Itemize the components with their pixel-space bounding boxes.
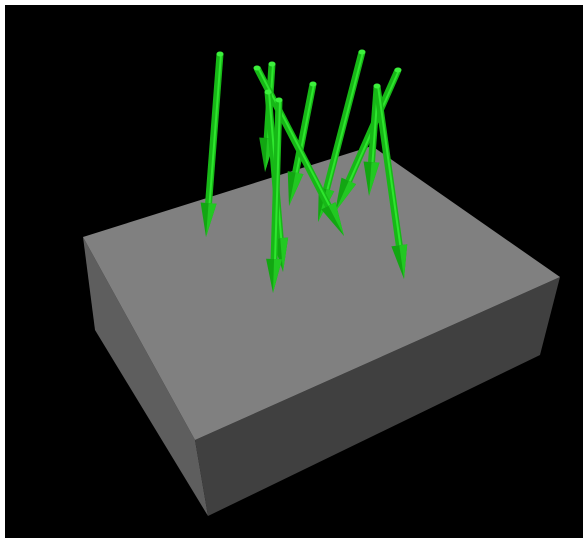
arrow-cap	[374, 84, 381, 89]
arrow-cap	[395, 68, 402, 73]
arrow-cap	[265, 90, 272, 95]
viewport	[0, 0, 588, 543]
arrow-cap	[254, 66, 261, 71]
page: (() => { const NS = 'http://www.w3.org/2…	[0, 0, 588, 543]
arrow-cap	[269, 62, 276, 67]
arrow-cap	[276, 98, 283, 103]
arrow-cap	[310, 82, 317, 87]
arrow-cap	[359, 50, 366, 55]
arrow-cap	[217, 52, 224, 57]
